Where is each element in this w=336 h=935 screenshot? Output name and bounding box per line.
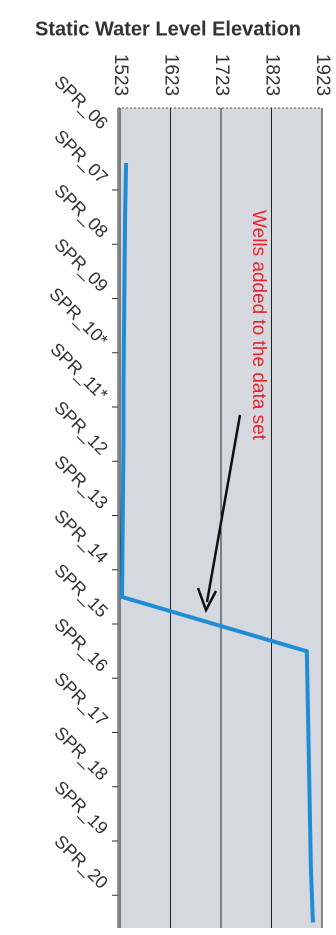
y-tick-label: SPR_13 bbox=[50, 451, 112, 513]
data-line bbox=[120, 162, 315, 923]
x-tick-label: 1723 bbox=[211, 54, 232, 96]
y-tick-label: SPR_18 bbox=[50, 723, 112, 785]
chart-title: Static Water Level Elevation bbox=[35, 18, 301, 40]
x-tick-label: 1623 bbox=[160, 54, 181, 96]
x-tick-label: 1823 bbox=[261, 54, 282, 96]
y-tick-label: SPR_10* bbox=[45, 284, 112, 351]
y-tick-label: SPR_12 bbox=[50, 397, 112, 459]
y-tick-label: SPR_07 bbox=[50, 126, 112, 188]
y-tick-label: SPR_17 bbox=[50, 668, 112, 730]
y-tick-label: SPR_08 bbox=[50, 180, 112, 242]
y-tick-label: SPR_11* bbox=[46, 339, 112, 405]
y-tick-label: SPR_14 bbox=[50, 506, 112, 568]
x-tick-label: 1523 bbox=[110, 54, 131, 96]
annotation: Wells added to the data set bbox=[248, 210, 269, 441]
annotation-arrowhead bbox=[196, 587, 218, 614]
y-tick-label: SPR_16 bbox=[50, 614, 112, 676]
y-tick-label: SPR_15 bbox=[50, 560, 112, 622]
y-tick-label: SPR_19 bbox=[50, 777, 112, 839]
x-tick-label: 1923 bbox=[312, 54, 333, 96]
y-tick-label: SPR_20 bbox=[50, 831, 112, 893]
plot-area bbox=[118, 108, 322, 928]
y-tick-label: SPR_06 bbox=[50, 72, 112, 134]
annotation-arrow bbox=[205, 414, 242, 603]
